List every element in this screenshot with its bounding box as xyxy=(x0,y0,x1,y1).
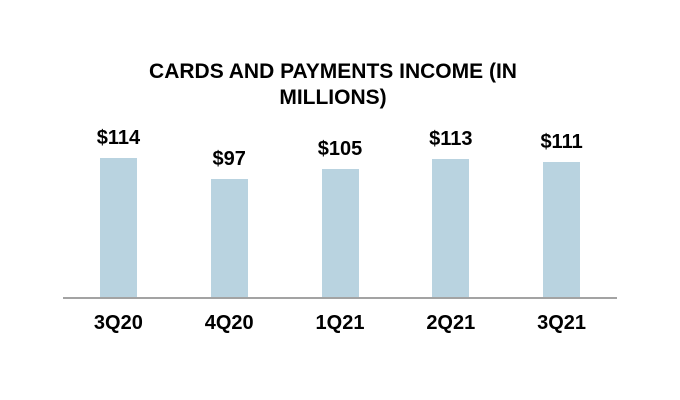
x-axis-line xyxy=(63,297,617,299)
chart-title: CARDS AND PAYMENTS INCOME (IN MILLIONS) xyxy=(149,60,517,109)
bar xyxy=(432,159,470,297)
x-axis-label: 4Q20 xyxy=(204,312,254,334)
bar-value-label: $97 xyxy=(212,148,246,170)
bar xyxy=(543,162,581,297)
x-axis-label: 2Q21 xyxy=(426,312,476,334)
bar xyxy=(99,158,137,297)
bar-value-label: $113 xyxy=(429,128,473,150)
bar xyxy=(321,169,359,297)
x-axis-label: 3Q21 xyxy=(537,312,587,334)
x-axis-label: 3Q20 xyxy=(93,312,143,334)
bar-value-label: $105 xyxy=(317,138,363,160)
x-axis-label: 1Q21 xyxy=(315,312,365,334)
bar xyxy=(210,179,248,297)
bar-value-label: $111 xyxy=(540,131,583,153)
bar-value-label: $114 xyxy=(96,127,141,149)
